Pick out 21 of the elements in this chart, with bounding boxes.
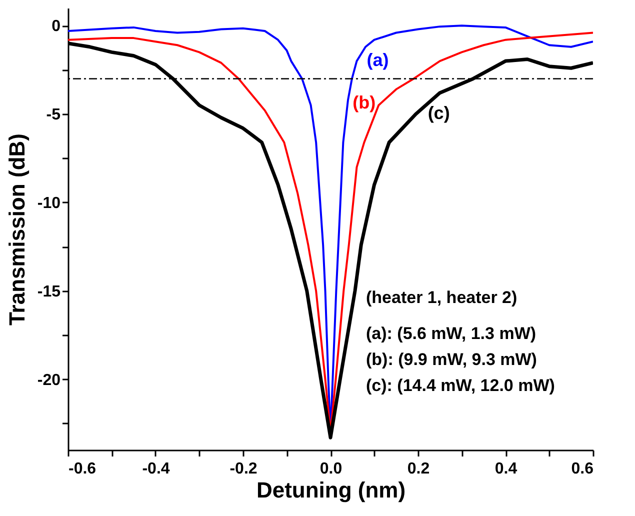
y-tick-label: -5 [46, 106, 61, 124]
y-tick-label: -10 [37, 194, 61, 212]
x-tick-label: 0.2 [407, 460, 430, 478]
annotation: (heater 1, heater 2) [366, 288, 518, 307]
annotation: (b): (9.9 mW, 9.3 mW) [366, 350, 537, 369]
x-axis-title: Detuning (nm) [256, 478, 406, 502]
x-tick-label: 0.0 [320, 460, 342, 478]
series-label: (c) [428, 103, 450, 124]
y-tick-label: -20 [37, 372, 61, 389]
x-tick-label: -0.6 [68, 460, 96, 478]
x-tick-label: -0.4 [142, 460, 170, 478]
series-label: (a) [366, 50, 389, 70]
y-axis-title: Transmission (dB) [4, 134, 30, 326]
series-label: (b) [352, 92, 376, 112]
annotation: (c): (14.4 mW, 12.0 mW) [366, 376, 555, 395]
y-tick-label: 0 [52, 18, 61, 36]
x-tick-label: 0.6 [571, 460, 594, 478]
x-tick-label: -0.2 [230, 460, 258, 478]
x-tick-label: 0.4 [494, 460, 518, 478]
y-tick-label: -15 [37, 283, 61, 300]
annotation: (a): (5.6 mW, 1.3 mW) [366, 324, 536, 343]
